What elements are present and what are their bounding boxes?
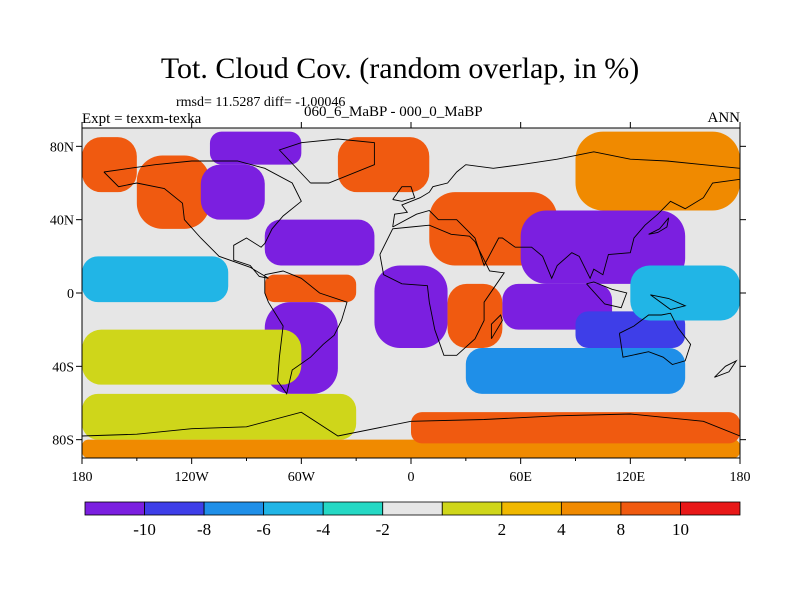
colorbar-swatch <box>203 501 265 516</box>
colorbar-label: -4 <box>316 520 331 539</box>
field-region <box>374 265 448 348</box>
coastline <box>103 160 302 279</box>
field-region <box>411 412 740 444</box>
coastline <box>392 186 416 202</box>
field-region <box>630 265 740 321</box>
coastline <box>264 270 348 395</box>
coastline <box>82 411 740 437</box>
field-region <box>82 439 740 458</box>
x-tick-label: 60W <box>288 470 316 485</box>
field-region <box>209 131 302 165</box>
colorbar-swatch <box>441 501 503 516</box>
colorbar-swatch <box>263 501 324 516</box>
colorbar-swatch <box>560 501 622 516</box>
field-region <box>337 137 430 193</box>
y-tick-label: 40S <box>52 360 74 375</box>
colorbar-swatch <box>144 501 205 516</box>
field-region <box>520 210 686 284</box>
coastline <box>379 224 505 356</box>
field-region <box>82 329 302 385</box>
experiment-label: Expt = texxm-texka <box>82 111 202 127</box>
colorbar-label: 8 <box>617 520 626 539</box>
y-tick-label: 40N <box>50 214 74 229</box>
coastline-layer <box>82 138 740 437</box>
field-region <box>465 348 686 394</box>
colorbar-label: -2 <box>376 520 390 539</box>
coastline <box>618 312 692 365</box>
colorbar-label: 10 <box>672 520 689 539</box>
colorbar-swatch <box>680 501 741 516</box>
period-label: 060_6_MaBP - 000_0_MaBP <box>304 104 483 120</box>
field-region <box>264 219 375 266</box>
axes-layer: 180 120W 60W 0 60E 120E 180 80N 40N 0 40S 80S <box>50 122 751 485</box>
field-region <box>200 164 265 220</box>
x-tick-label: 120W <box>175 470 210 485</box>
x-tick-label: 60E <box>509 470 532 485</box>
chart-title: Tot. Cloud Cov. (random overlap, in %) <box>160 52 640 85</box>
colorbar-swatch <box>322 501 384 516</box>
coastline <box>648 217 670 235</box>
colorbar-label: -8 <box>197 520 211 539</box>
season-label: ANN <box>707 110 741 126</box>
colorbar-swatch <box>84 501 145 516</box>
field-region <box>82 137 137 193</box>
x-tick-label: 0 <box>408 470 415 485</box>
colorbar-swatch <box>620 501 681 516</box>
x-tick-label: 180 <box>730 470 751 485</box>
coastline <box>392 151 740 280</box>
field-region <box>264 274 357 303</box>
colorbar-label: 2 <box>498 520 507 539</box>
coastline <box>490 314 503 340</box>
coastline <box>586 281 628 309</box>
colorbar-swatch <box>382 501 443 516</box>
colorbar-label: 4 <box>557 520 566 539</box>
coastline <box>714 359 738 378</box>
rmsd-diff-stats: rmsd= 11.5287 diff= -1.00046 <box>176 95 346 110</box>
field-layer <box>82 128 740 458</box>
coastline <box>650 294 687 310</box>
field-region <box>136 155 210 229</box>
coastline <box>278 138 375 184</box>
x-tick-label: 180 <box>72 470 93 485</box>
y-tick-label: 0 <box>67 287 74 302</box>
colorbar-swatch <box>501 501 562 516</box>
colorbar-label: -6 <box>257 520 271 539</box>
y-tick-label: 80S <box>52 434 74 449</box>
colorbar-label: -10 <box>133 520 156 539</box>
x-tick-label: 120E <box>616 470 646 485</box>
field-region <box>82 256 229 303</box>
field-region <box>82 393 357 440</box>
field-region <box>447 283 503 348</box>
colorbar: -10 -8 -6 -4 -2 2 4 8 10 <box>84 501 741 539</box>
field-region <box>575 131 740 211</box>
y-tick-label: 80N <box>50 140 74 155</box>
